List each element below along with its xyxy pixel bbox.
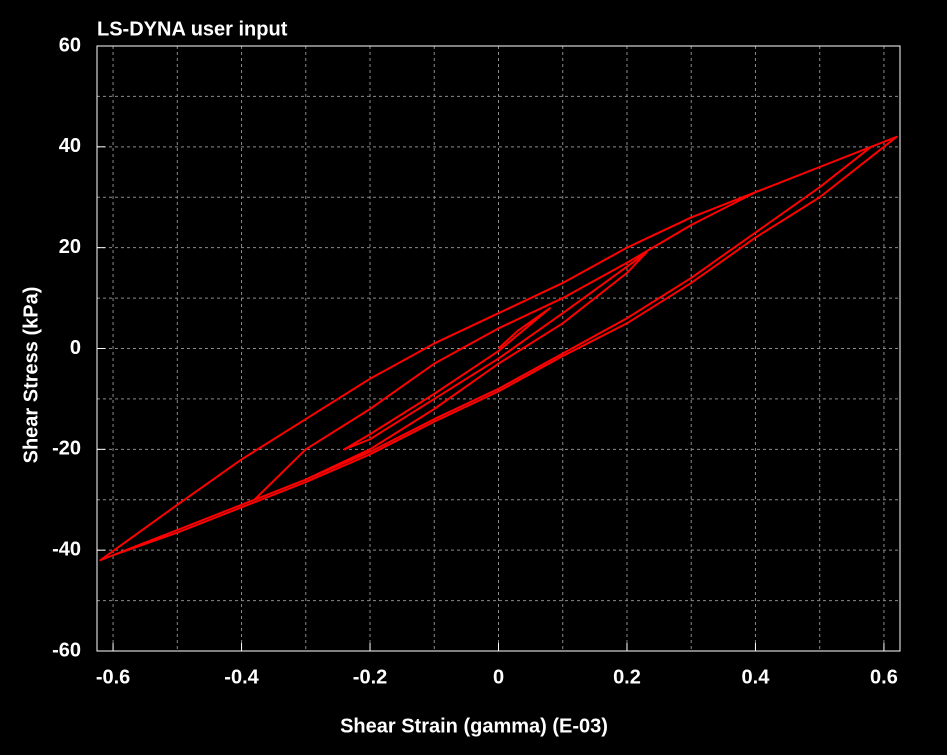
chart-title: LS-DYNA user input [97,18,288,40]
y-tick-label: 60 [59,34,81,56]
y-tick-label: 40 [59,135,81,157]
x-tick-label: 0 [493,666,504,688]
x-tick-label: -0.4 [224,666,259,688]
y-tick-label: -40 [52,538,81,560]
x-tick-label: 0.2 [613,666,641,688]
y-tick-label: 20 [59,236,81,258]
y-axis-label: Shear Stress (kPa) [20,287,42,464]
y-tick-label: 0 [70,337,81,359]
y-tick-label: -20 [52,438,81,460]
x-tick-label: 0.6 [870,666,898,688]
x-tick-label: -0.2 [353,666,387,688]
y-tick-label: -60 [52,639,81,661]
x-tick-label: -0.6 [96,666,130,688]
series-line [99,135,898,562]
x-axis-label: Shear Strain (gamma) (E-03) [340,715,608,737]
x-tick-label: 0.4 [742,666,771,688]
